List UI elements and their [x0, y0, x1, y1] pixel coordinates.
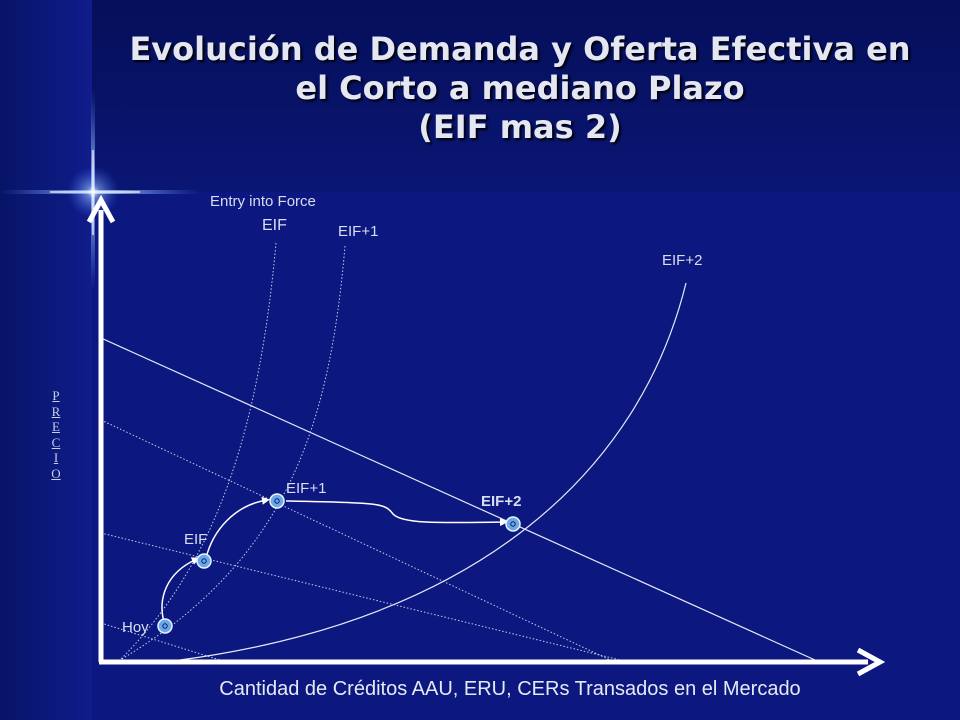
- title-line-3: (EIF mas 2): [418, 108, 622, 146]
- arrow-hoy-to-eif: [161, 557, 200, 623]
- point-hoy: [157, 618, 173, 634]
- supply-curve-eif-plus-2: [179, 282, 687, 661]
- label-curve-eif: EIF: [262, 217, 287, 234]
- demand-line-eif: [100, 532, 621, 661]
- slide-title: Evolución de Demanda y Oferta Efectiva e…: [95, 30, 945, 147]
- point-eif-plus-2: [505, 516, 521, 532]
- arrow-eif-to-eif-plus-1: [205, 496, 270, 559]
- y-label-letter: O: [51, 465, 61, 481]
- arrow-eif-plus-1-to-eif-plus-2: [285, 500, 508, 527]
- supply-curve-eif: [119, 242, 277, 661]
- label-point-eif-plus-1: EIF+1: [286, 480, 327, 497]
- y-axis-label: P R E C I O: [46, 388, 66, 481]
- y-label-letter: E: [52, 419, 60, 434]
- label-point-eif-plus-2: EIF+2: [481, 493, 522, 510]
- label-point-eif: EIF: [184, 531, 208, 548]
- demand-lines: [100, 419, 621, 661]
- x-axis: [99, 647, 886, 677]
- title-line-1: Evolución de Demanda y Oferta Efectiva e…: [129, 30, 911, 68]
- demand-line-eif-plus-1: [100, 419, 611, 661]
- y-axis: [86, 194, 116, 662]
- label-curve-eif-plus-2: EIF+2: [662, 252, 703, 269]
- y-label-letter: I: [53, 450, 59, 465]
- label-point-hoy: Hoy: [122, 619, 149, 636]
- title-line-2: el Corto a mediano Plazo: [295, 69, 745, 107]
- point-eif-plus-1: [269, 493, 285, 509]
- demand-line-eif-plus-2: [100, 337, 816, 661]
- x-axis-label: Cantidad de Créditos AAU, ERU, CERs Tran…: [219, 678, 801, 700]
- y-label-letter: C: [51, 434, 61, 450]
- y-label-letter: P: [52, 388, 60, 403]
- y-label-letter: R: [51, 403, 61, 419]
- point-eif: [196, 553, 212, 569]
- left-panel: [0, 0, 92, 720]
- title-band: [92, 0, 960, 192]
- label-entry-into-force: Entry into Force: [210, 193, 316, 210]
- supply-curve-eif-plus-1: [119, 245, 346, 661]
- label-curve-eif-plus-1: EIF+1: [338, 223, 379, 240]
